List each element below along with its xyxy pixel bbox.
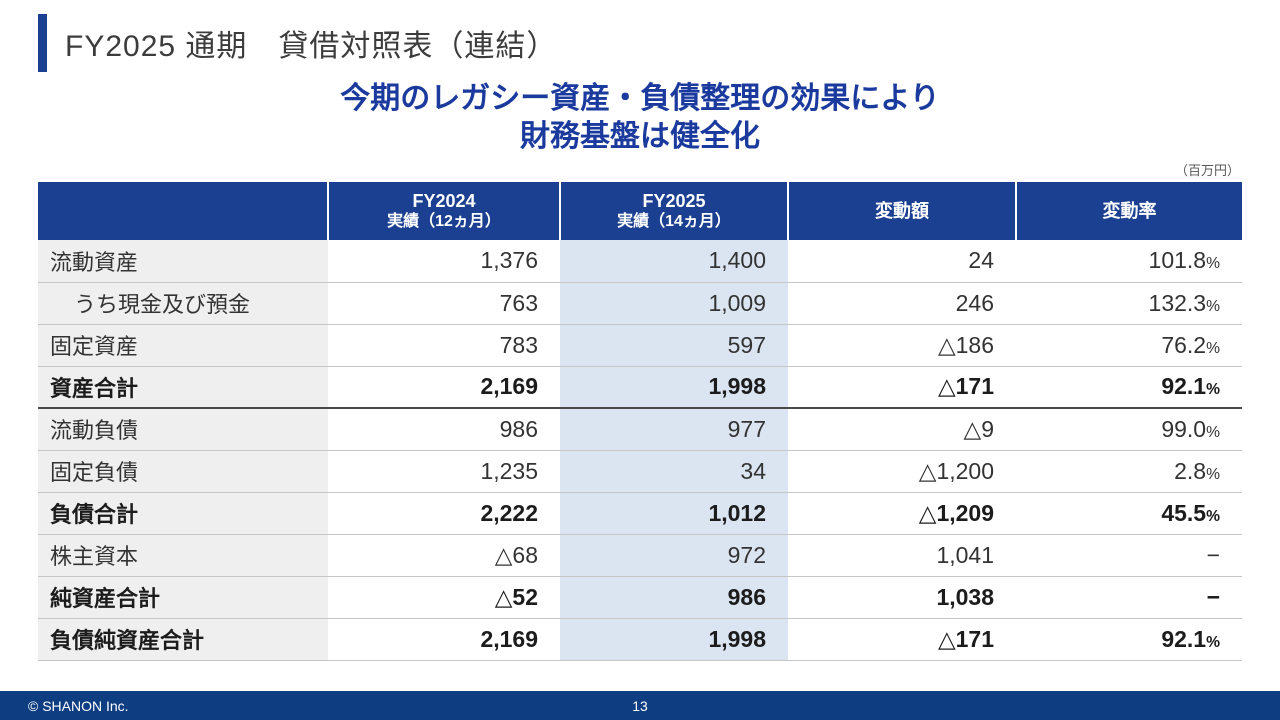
value-cell: △171 (788, 618, 1016, 661)
value-cell: 1,998 (560, 366, 788, 409)
balance-sheet-table: FY2024 実績（12ヵ月） FY2025 実績（14ヵ月） 変動額 変動率 … (38, 182, 1242, 661)
column-header-fy2025: FY2025 実績（14ヵ月） (559, 182, 788, 240)
row-label: 固定資産 (38, 324, 328, 367)
value-cell: 1,376 (328, 240, 560, 283)
value-cell: △68 (328, 534, 560, 577)
column-header-fy2024-line1: FY2024 (412, 190, 476, 211)
value-cell: 1,041 (788, 534, 1016, 577)
value-cell: 2,169 (328, 618, 560, 661)
value-cell: 101.8% (1016, 240, 1242, 283)
value-cell: 1,009 (560, 282, 788, 325)
subtitle: 今期のレガシー資産・負債整理の効果により 財務基盤は健全化 (0, 80, 1280, 156)
row-label: 資産合計 (38, 366, 328, 409)
table-row: 固定負債 1,235 34 △1,200 2.8% (38, 450, 1242, 493)
table-row: うち現金及び預金 763 1,009 246 132.3% (38, 282, 1242, 325)
value-cell: 763 (328, 282, 560, 325)
value-cell: 2.8% (1016, 450, 1242, 493)
subtitle-line-1: 今期のレガシー資産・負債整理の効果により (340, 82, 940, 115)
column-header-change-rate: 変動率 (1015, 182, 1242, 240)
value-cell: 76.2% (1016, 324, 1242, 367)
value-cell: 45.5% (1016, 492, 1242, 535)
value-cell: 2,222 (328, 492, 560, 535)
row-label: 固定負債 (38, 450, 328, 493)
row-label: 負債純資産合計 (38, 618, 328, 661)
value-cell: △186 (788, 324, 1016, 367)
value-cell: 246 (788, 282, 1016, 325)
table-row: 流動負債 986 977 △9 99.0% (38, 408, 1242, 451)
table-row: 株主資本 △68 972 1,041− (38, 534, 1242, 577)
balance-table-body: 流動資産 1,376 1,400 24 101.8% うち現金及び預金 763 1,009 24… (38, 240, 1242, 661)
page-title: FY2025 通期 貸借対照表（連結） (65, 30, 558, 63)
row-label: 株主資本 (38, 534, 328, 577)
value-cell: 132.3% (1016, 282, 1242, 325)
table-row: 負債合計 2,222 1,012 △1,209 45.5% (38, 492, 1242, 535)
column-header-change-rate-label: 変動率 (1102, 200, 1157, 221)
column-header-label (38, 182, 328, 240)
value-cell: 92.1% (1016, 366, 1242, 409)
value-cell: 1,012 (560, 492, 788, 535)
column-header-change-amount: 変動額 (787, 182, 1016, 240)
copyright-text: © SHANON Inc. (28, 697, 129, 714)
value-cell: 783 (328, 324, 560, 367)
value-cell: 1,998 (560, 618, 788, 661)
column-header-fy2025-line2: 実績（14ヵ月） (617, 213, 731, 231)
table-row: 流動資産 1,376 1,400 24 101.8% (38, 240, 1242, 283)
table-row: 資産合計 2,169 1,998 △171 92.1% (38, 366, 1242, 409)
value-cell: − (1016, 534, 1242, 577)
value-cell: 34 (560, 450, 788, 493)
page-number: 13 (632, 697, 648, 714)
value-cell: △1,200 (788, 450, 1016, 493)
value-cell: 2,169 (328, 366, 560, 409)
value-cell: 597 (560, 324, 788, 367)
column-header-fy2025-line1: FY2025 (642, 190, 706, 211)
value-cell: 1,400 (560, 240, 788, 283)
value-cell: △171 (788, 366, 1016, 409)
value-cell: △1,209 (788, 492, 1016, 535)
row-label: 流動資産 (38, 240, 328, 283)
value-cell: 977 (560, 408, 788, 451)
value-cell: 99.0% (1016, 408, 1242, 451)
value-cell: △9 (788, 408, 1016, 451)
table-row: 負債純資産合計 2,169 1,998 △171 92.1% (38, 618, 1242, 661)
row-label: うち現金及び預金 (38, 282, 328, 325)
title-block: FY2025 通期 貸借対照表（連結） (38, 14, 557, 72)
value-cell: △52 (328, 576, 560, 619)
table-header-row: FY2024 実績（12ヵ月） FY2025 実績（14ヵ月） 変動額 変動率 (38, 182, 1242, 240)
value-cell: 1,235 (328, 450, 560, 493)
footer-bar: 13 © SHANON Inc. (0, 691, 1280, 720)
column-header-fy2024-line2: 実績（12ヵ月） (387, 213, 501, 231)
column-header-fy2024: FY2024 実績（12ヵ月） (327, 182, 560, 240)
value-cell: 24 (788, 240, 1016, 283)
value-cell: 972 (560, 534, 788, 577)
subtitle-line-2: 財務基盤は健全化 (520, 120, 760, 154)
row-label: 純資産合計 (38, 576, 328, 619)
table-row: 固定資産 783 597 △186 76.2% (38, 324, 1242, 367)
column-header-change-amount-label: 変動額 (875, 200, 929, 221)
value-cell: − (1016, 576, 1242, 619)
row-label: 負債合計 (38, 492, 328, 535)
title-accent-bar (38, 14, 47, 72)
value-cell: 1,038 (788, 576, 1016, 619)
unit-note: （百万円） (1174, 163, 1240, 178)
row-label: 流動負債 (38, 408, 328, 451)
table-row: 純資産合計 △52 986 1,038− (38, 576, 1242, 619)
value-cell: 986 (328, 408, 560, 451)
value-cell: 986 (560, 576, 788, 619)
value-cell: 92.1% (1016, 618, 1242, 661)
